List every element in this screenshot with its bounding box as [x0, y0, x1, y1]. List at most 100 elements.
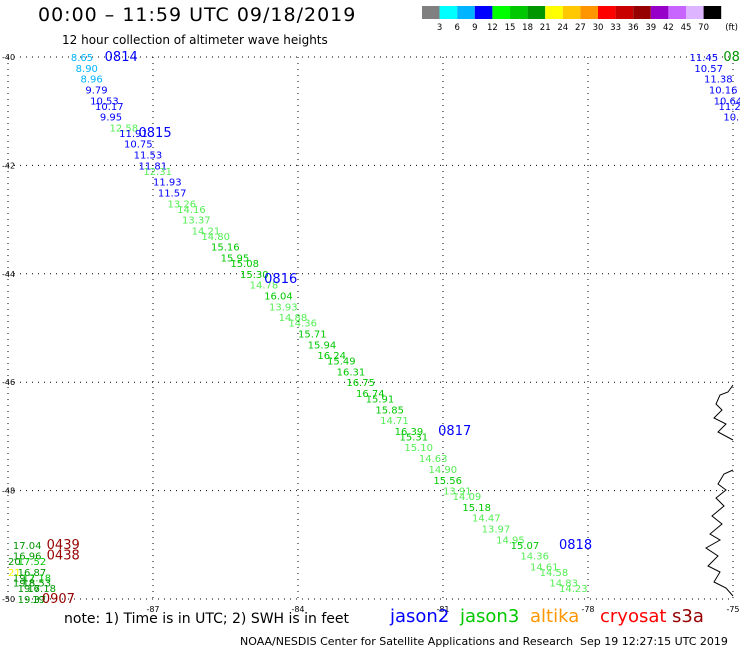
swh-value: 10.53 — [90, 96, 119, 107]
legend-label: 39 — [645, 23, 656, 33]
legend-swatch — [474, 6, 493, 19]
legend-label: 15 — [505, 23, 516, 33]
legend-label: 6 — [454, 23, 459, 33]
swh-value: 16.24 — [317, 351, 346, 362]
swh-value: 19.37 — [18, 595, 47, 606]
swh-value: 15.85 — [375, 405, 404, 416]
x-tick-label: -87 — [146, 605, 159, 614]
legend-swatch — [457, 6, 475, 19]
swh-value: 14.36 — [288, 319, 317, 330]
legend-swatch — [580, 6, 598, 19]
legend-label: 18 — [522, 23, 533, 33]
swh-value: 16.04 — [264, 291, 293, 302]
x-tick-label: -78 — [581, 605, 594, 614]
swh-value: 16.31 — [337, 367, 366, 378]
legend-label: 36 — [628, 23, 639, 33]
swh-value: 14.88 — [279, 313, 308, 324]
swh-value: 15.56 — [433, 476, 462, 487]
legend-swatch — [650, 6, 669, 19]
swh-value: 11.2 — [719, 102, 740, 113]
x-tick-label: -81 — [436, 605, 449, 614]
legend-swatch — [598, 6, 616, 19]
swh-value: 13.91 — [443, 487, 472, 498]
swh-value: 14.47 — [472, 514, 501, 525]
legend-swatch — [633, 6, 651, 19]
swh-value: 15.07 — [511, 541, 540, 552]
swh-value: 11.93 — [153, 178, 182, 189]
swh-value: 10.57 — [694, 64, 723, 75]
swh-value: 15.08 — [230, 259, 259, 270]
legend-label: 27 — [575, 23, 586, 33]
swh-value: 14.16 — [177, 205, 206, 216]
x-tick-label: -84 — [291, 605, 304, 614]
legend-label: 3 — [437, 23, 442, 33]
pass-time-label: 0439 — [47, 538, 80, 553]
swh-value: 13.97 — [482, 525, 511, 536]
swh-value: 14.09 — [453, 492, 482, 503]
swh-value: 21. — [8, 568, 24, 579]
swh-value: 14.83 — [549, 579, 578, 590]
swh-value: 12.31 — [143, 167, 172, 178]
swh-value: 15.49 — [327, 357, 356, 368]
swh-value: 10.16 — [709, 86, 738, 97]
legend-swatch — [492, 6, 510, 19]
legend-label: 45 — [681, 23, 692, 33]
legend-swatch — [527, 6, 546, 19]
swh-value: 14.58 — [540, 568, 569, 579]
swh-value: 19.6 — [18, 584, 40, 595]
swh-value: 18.53 — [23, 579, 52, 590]
swh-value: 11.57 — [158, 189, 187, 200]
legend-unit: (ft) — [725, 23, 738, 33]
swh-value: 15.91 — [366, 394, 395, 405]
map-title: 00:00 – 11:59 UTC 09/18/2019 — [38, 4, 357, 26]
legend-swatch — [422, 6, 440, 19]
swh-value: 20. — [8, 557, 24, 568]
swh-value: 12.58 — [110, 123, 139, 134]
swh-value: 14.95 — [496, 535, 525, 546]
swh-value: 10.17 — [95, 102, 124, 113]
swh-value: 14.36 — [520, 552, 549, 563]
legend-swatch — [510, 6, 528, 19]
swh-value: 15.30 — [240, 270, 269, 281]
swh-value: 15.31 — [400, 432, 429, 443]
swh-value: 14.71 — [380, 416, 409, 427]
swh-value: 14.23 — [559, 584, 588, 595]
swh-value: 10. — [723, 113, 739, 124]
swh-value: 11.53 — [134, 151, 163, 162]
swh-value: 11.91 — [119, 129, 148, 140]
swh-value: 8.96 — [81, 75, 103, 86]
swh-value: 15.18 — [462, 503, 491, 514]
swh-value: 19.2 — [13, 573, 35, 584]
y-tick-label: -40 — [2, 53, 15, 62]
swh-value: 14.61 — [530, 562, 559, 573]
x-tick-label: -75 — [726, 605, 739, 614]
swh-value: 10.64 — [714, 96, 740, 107]
swh-value: 16.87 — [18, 568, 47, 579]
swh-value: 9.95 — [100, 113, 122, 124]
swh-value: 19.8 — [13, 579, 35, 590]
swh-value: 11.45 — [690, 53, 719, 64]
swh-value: 15.71 — [298, 329, 327, 340]
pass-time-label: 08 — [723, 50, 740, 65]
y-tick-label: -48 — [2, 487, 15, 496]
legend-swatch — [703, 6, 722, 19]
pass-time-label: 0907 — [42, 592, 75, 607]
swh-value: 10.75 — [124, 140, 153, 151]
legend-label: 12 — [487, 23, 498, 33]
swh-value: 8.90 — [76, 64, 98, 75]
y-tick-label: -44 — [2, 270, 15, 279]
swh-value: 16.74 — [356, 389, 385, 400]
swh-value: 14.90 — [429, 465, 458, 476]
y-tick-label: -46 — [2, 378, 15, 387]
y-tick-label: -50 — [2, 595, 15, 604]
pass-time-label: 0816 — [264, 272, 297, 287]
swh-value: 17.18 — [23, 573, 52, 584]
pass-time-label: 0814 — [105, 50, 138, 65]
swh-value: 14.80 — [201, 232, 230, 243]
legend-swatch — [615, 6, 634, 19]
swh-value: 15.16 — [211, 243, 240, 254]
swh-value: 9.79 — [85, 86, 107, 97]
swh-value: 15.10 — [404, 443, 433, 454]
swh-value: 13.93 — [269, 302, 298, 313]
